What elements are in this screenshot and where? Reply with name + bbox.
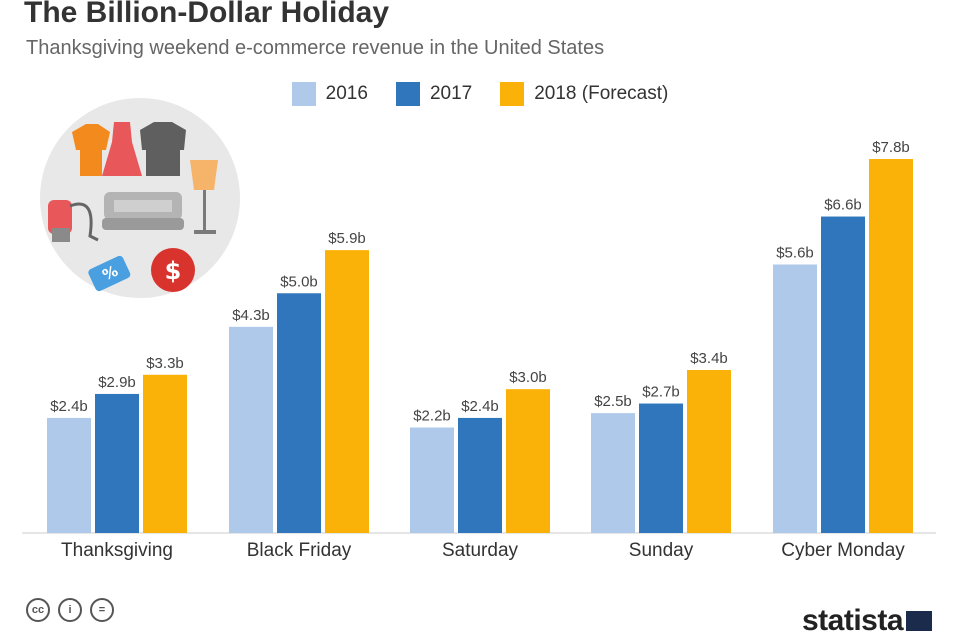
bar-sunday-2018-forecast — [687, 369, 731, 533]
legend-label-2018: 2018 (Forecast) — [534, 83, 669, 104]
legend-item-2017: 2017 — [395, 82, 473, 106]
data-label-sunday-2018-forecast: $3.4b — [690, 350, 728, 367]
legend-swatch-2017 — [395, 82, 420, 106]
bar-cyber-monday-2017 — [821, 216, 865, 534]
bar-thanksgiving-2016 — [47, 417, 91, 533]
cc-icon: cc — [26, 598, 50, 622]
nd-icon: = — [90, 598, 114, 622]
x-tick-cyber-monday: Cyber Monday — [781, 540, 905, 561]
x-tick-sunday: Sunday — [629, 540, 694, 561]
bar-cyber-monday-2018-forecast — [869, 159, 913, 533]
chart-subtitle: Thanksgiving weekend e-commerce revenue … — [26, 37, 605, 59]
data-label-black-friday-2016: $4.3b — [232, 307, 270, 324]
legend: 2016 2017 2018 (Forecast) — [0, 82, 960, 106]
legend-label-2016: 2016 — [325, 83, 368, 104]
data-label-cyber-monday-2016: $5.6b — [776, 244, 814, 261]
data-label-saturday-2016: $2.2b — [413, 408, 451, 425]
bar-sunday-2017 — [639, 403, 683, 533]
by-icon: i — [58, 598, 82, 622]
bar-black-friday-2016 — [229, 326, 273, 533]
data-label-thanksgiving-2017: $2.9b — [98, 374, 136, 391]
shopping-illustration-icon: % $ — [40, 98, 240, 298]
legend-label-2017: 2017 — [429, 83, 473, 104]
legend-swatch-2016 — [291, 82, 316, 106]
svg-text:%: % — [100, 262, 121, 285]
data-label-sunday-2017: $2.7b — [642, 384, 680, 401]
bar-thanksgiving-2018-forecast — [143, 374, 187, 533]
bar-saturday-2018-forecast — [506, 389, 550, 533]
x-tick-thanksgiving: Thanksgiving — [61, 540, 173, 561]
data-label-black-friday-2017: $5.0b — [280, 273, 318, 290]
bar-cyber-monday-2016 — [773, 264, 817, 533]
bar-saturday-2016 — [410, 427, 454, 533]
license-icons: cc i = — [26, 598, 114, 622]
bar-black-friday-2018-forecast — [325, 250, 369, 533]
data-label-saturday-2018-forecast: $3.0b — [509, 369, 547, 386]
data-label-sunday-2016: $2.5b — [594, 393, 632, 410]
bar-saturday-2017 — [458, 417, 502, 533]
data-label-black-friday-2018-forecast: $5.9b — [328, 230, 366, 247]
bar-thanksgiving-2017 — [95, 393, 139, 533]
data-label-saturday-2017: $2.4b — [461, 398, 499, 415]
brand-logo: statista — [802, 604, 904, 637]
data-label-cyber-monday-2017: $6.6b — [824, 197, 862, 214]
x-tick-black-friday: Black Friday — [247, 540, 352, 561]
legend-item-2016: 2016 — [291, 82, 368, 106]
data-label-thanksgiving-2016: $2.4b — [50, 398, 88, 415]
data-label-thanksgiving-2018-forecast: $3.3b — [146, 355, 184, 372]
bar-black-friday-2017 — [277, 293, 321, 533]
bar-sunday-2016 — [591, 413, 635, 533]
data-label-cyber-monday-2018-forecast: $7.8b — [872, 139, 910, 156]
legend-item-2018: 2018 (Forecast) — [500, 82, 668, 106]
legend-swatch-2018 — [500, 82, 525, 106]
brand-mark-icon — [906, 611, 932, 631]
chart-title: The Billion-Dollar Holiday — [24, 0, 390, 29]
x-tick-saturday: Saturday — [442, 540, 519, 561]
svg-text:$: $ — [165, 257, 182, 285]
